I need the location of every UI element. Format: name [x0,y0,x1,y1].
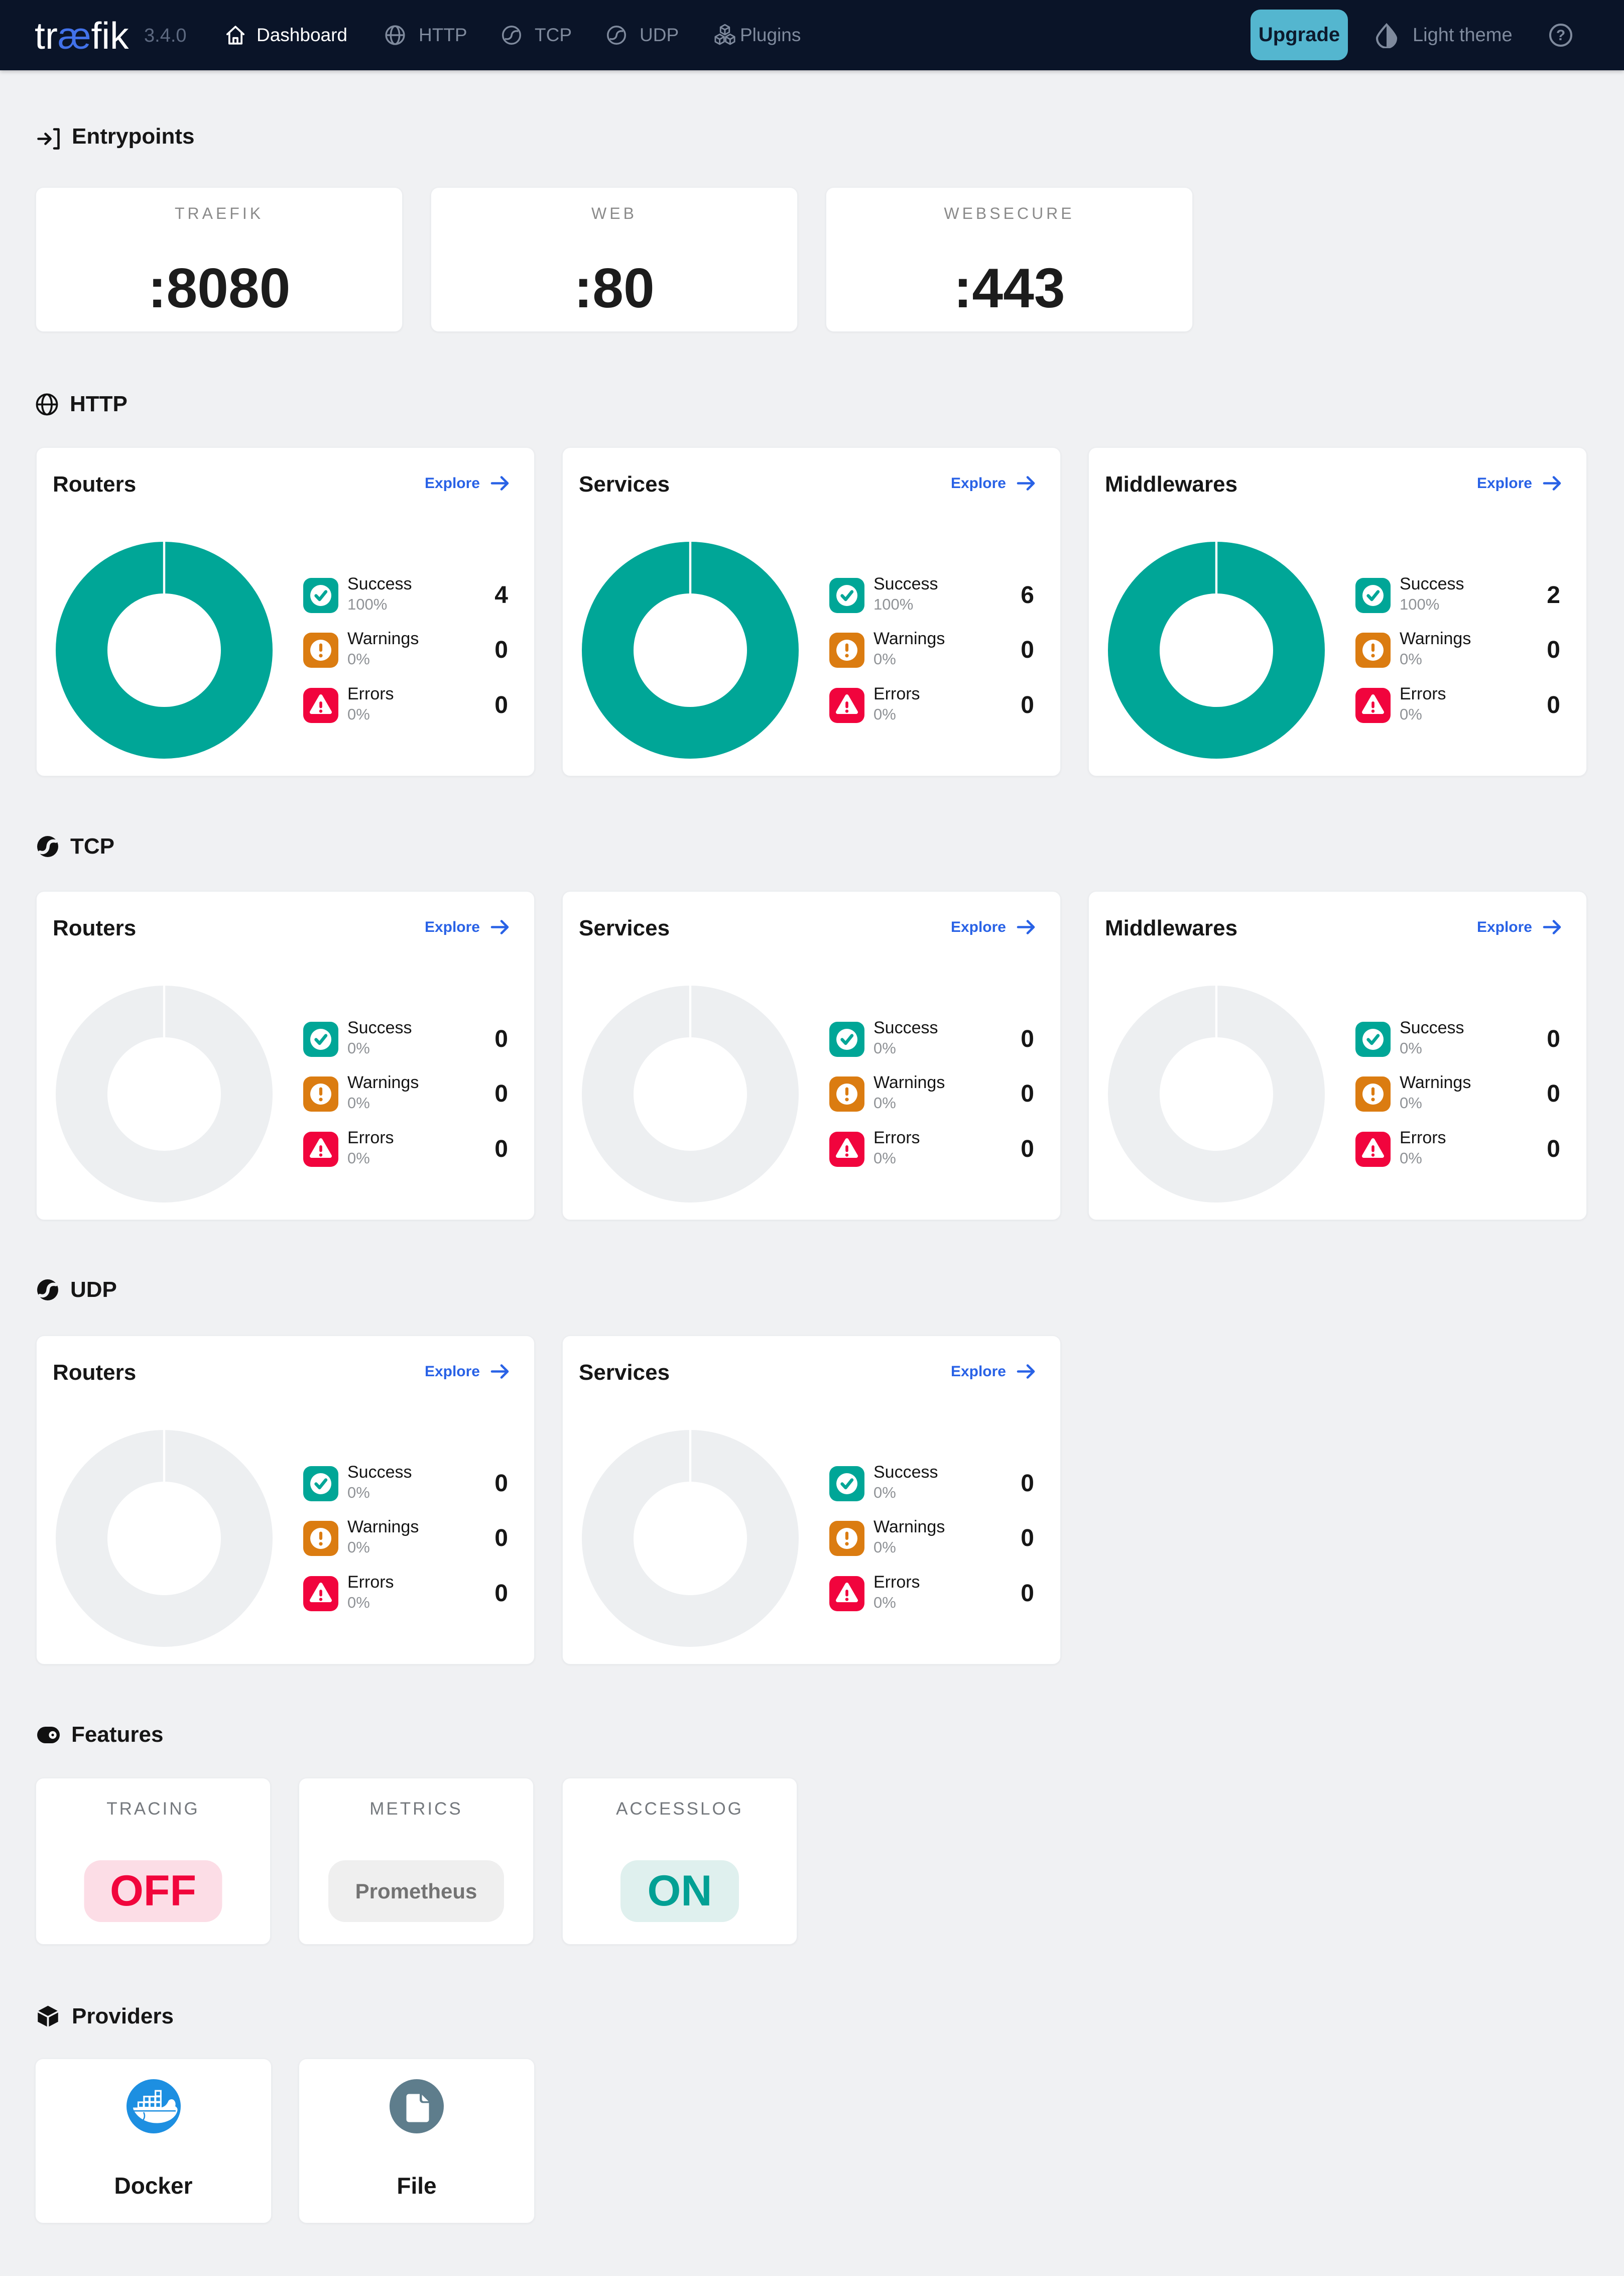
svg-text:?: ? [1556,27,1565,44]
